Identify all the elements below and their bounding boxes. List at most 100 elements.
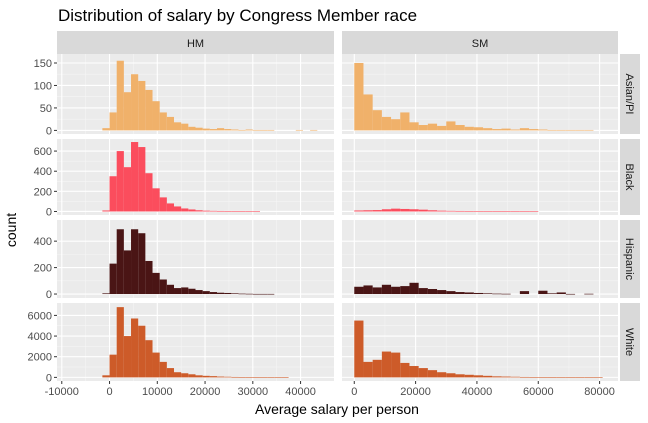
histogram-bar <box>354 210 364 212</box>
histogram-bar <box>259 293 268 295</box>
histogram-bar <box>565 377 576 378</box>
histogram-bar <box>575 129 585 131</box>
histogram-bar <box>446 373 456 378</box>
histogram-bar <box>455 125 465 131</box>
y-tick-label: 6000 <box>28 310 52 322</box>
histogram-bar <box>455 210 465 212</box>
row-strip-black <box>620 139 640 215</box>
histogram-bar <box>166 368 175 378</box>
histogram-bar <box>565 129 576 131</box>
histogram-bar <box>464 374 474 378</box>
histogram-bar <box>209 292 217 295</box>
histogram-bar <box>363 285 373 295</box>
histogram-bar <box>123 336 132 378</box>
histogram-bar <box>473 375 484 378</box>
histogram-bar <box>245 129 253 131</box>
histogram-bar <box>437 372 447 378</box>
histogram-bar <box>109 112 117 131</box>
histogram-bar <box>131 142 139 212</box>
histogram-bar <box>510 211 520 212</box>
histogram-bar <box>529 211 539 212</box>
histogram-bar <box>238 377 246 378</box>
histogram-bar <box>216 292 225 295</box>
histogram-bar <box>409 209 419 212</box>
panel-white-sm <box>342 303 618 381</box>
histogram-bar <box>216 210 225 212</box>
histogram-bar <box>372 210 382 212</box>
histogram-bar <box>391 286 401 295</box>
panel-background <box>57 139 334 215</box>
histogram-bar <box>492 293 502 295</box>
histogram-bar <box>584 377 594 378</box>
histogram-bar <box>209 376 217 378</box>
y-tick-label: 2000 <box>28 352 52 364</box>
row-strip-label: Asian/PI <box>623 74 635 115</box>
histogram-bar <box>252 377 260 378</box>
x-tick-label: 0 <box>351 386 357 398</box>
y-tick-label: 0 <box>46 206 52 218</box>
histogram-bar <box>252 129 260 131</box>
histogram-bar <box>565 293 576 295</box>
x-tick-label: 30000 <box>238 386 269 398</box>
histogram-bar <box>446 210 456 212</box>
x-axis-title: Average salary per person <box>255 401 419 417</box>
histogram-bar <box>295 129 303 131</box>
histogram-bar <box>166 203 175 212</box>
histogram-bar <box>547 377 557 378</box>
histogram-bar <box>152 188 160 212</box>
histogram-bar <box>267 377 275 378</box>
histogram-bar <box>483 375 493 378</box>
histogram-bar <box>188 126 196 131</box>
histogram-bar <box>492 211 502 212</box>
panel-asianpi-sm <box>342 54 618 134</box>
histogram-bar <box>123 250 132 295</box>
histogram-bar <box>510 129 520 131</box>
x-tick-label: -10000 <box>45 386 79 398</box>
histogram-bar <box>593 377 603 378</box>
histogram-bar <box>231 376 239 378</box>
histogram-bar <box>391 119 401 131</box>
histogram-bar <box>224 211 232 212</box>
histogram-bar <box>381 351 392 378</box>
histogram-bar <box>519 376 530 378</box>
histogram-bar <box>274 377 282 378</box>
histogram-bar <box>372 110 382 131</box>
histogram-bar <box>174 206 182 212</box>
histogram-bar <box>238 211 246 212</box>
histogram-bar <box>131 74 139 131</box>
histogram-bar <box>501 376 511 378</box>
histogram-bar <box>584 129 594 131</box>
histogram-bar <box>464 292 474 295</box>
histogram-bar <box>400 112 410 131</box>
histogram-bar <box>202 291 210 295</box>
histogram-bar <box>492 129 502 131</box>
y-tick-label: 100 <box>34 80 52 92</box>
column-strip-label: SM <box>472 38 489 50</box>
histogram-bar <box>102 128 110 131</box>
histogram-bar <box>181 208 189 212</box>
histogram-bar <box>231 211 239 212</box>
histogram-bar <box>363 210 373 212</box>
histogram-bar <box>381 209 392 212</box>
histogram-bar <box>354 320 364 378</box>
histogram-bar <box>224 376 232 378</box>
histogram-bar <box>529 377 539 378</box>
histogram-bar <box>381 284 392 295</box>
histogram-bar <box>216 128 225 131</box>
histogram-bar <box>181 123 189 131</box>
histogram-bar <box>437 125 447 131</box>
histogram-bar <box>238 293 246 295</box>
histogram-bar <box>252 293 260 295</box>
histogram-bar <box>138 80 146 131</box>
x-tick-label: 40000 <box>285 386 316 398</box>
histogram-bar <box>131 318 139 378</box>
panel-white-hm <box>57 303 334 381</box>
y-axis-title: count <box>3 213 19 247</box>
histogram-bar <box>181 287 189 295</box>
histogram-bar <box>109 176 117 212</box>
histogram-bar <box>123 92 132 131</box>
histogram-bar <box>138 325 146 378</box>
y-tick-label: 200 <box>34 263 52 275</box>
histogram-bar <box>584 293 594 295</box>
histogram-bar <box>547 129 557 131</box>
